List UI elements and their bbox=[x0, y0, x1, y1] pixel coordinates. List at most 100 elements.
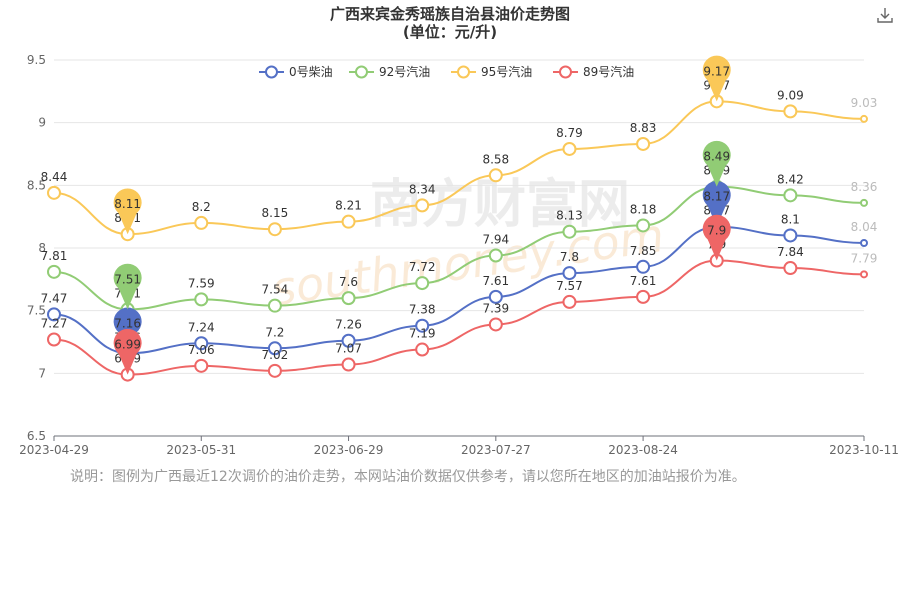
y-tick-label: 8.5 bbox=[27, 178, 46, 192]
data-label: 8.21 bbox=[335, 199, 362, 213]
legend-label: 0号柴油 bbox=[289, 65, 333, 79]
data-label: 8.36 bbox=[851, 180, 878, 194]
data-label: 8.83 bbox=[630, 121, 657, 135]
data-label: 7.84 bbox=[777, 245, 804, 259]
marker-label: 7.16 bbox=[114, 316, 141, 330]
y-tick-label: 9 bbox=[38, 116, 46, 130]
legend-symbol bbox=[265, 65, 278, 79]
legend-item[interactable]: 0号柴油 bbox=[259, 65, 333, 79]
data-label: 8.42 bbox=[777, 172, 804, 186]
chart-subtitle: (单位：元/升) bbox=[403, 23, 497, 41]
data-point[interactable] bbox=[341, 333, 356, 348]
data-label: 7.39 bbox=[482, 301, 509, 315]
data-point[interactable] bbox=[636, 259, 651, 274]
data-label: 8.34 bbox=[409, 182, 436, 196]
data-point[interactable] bbox=[194, 292, 209, 307]
data-point[interactable] bbox=[636, 136, 651, 151]
data-point[interactable] bbox=[783, 188, 798, 203]
data-point[interactable] bbox=[267, 298, 282, 313]
marker-pin bbox=[702, 180, 731, 227]
data-label: 8.44 bbox=[41, 170, 68, 184]
data-point[interactable] bbox=[267, 222, 282, 237]
data-point[interactable] bbox=[267, 363, 282, 378]
data-point[interactable] bbox=[562, 294, 577, 309]
min-max-markers: 7.16 8.17 7.51 8.49 8.11 9.17 6.99 7.9 bbox=[113, 55, 731, 375]
data-label: 7.8 bbox=[560, 250, 579, 264]
data-point[interactable] bbox=[488, 317, 503, 332]
data-label: 8.15 bbox=[262, 206, 289, 220]
data-label: 7.02 bbox=[262, 348, 289, 362]
data-point[interactable] bbox=[194, 215, 209, 230]
marker-label: 9.17 bbox=[703, 64, 730, 78]
data-point[interactable] bbox=[415, 276, 430, 291]
data-point[interactable] bbox=[415, 198, 430, 213]
x-tick-label: 2023-10-11 bbox=[829, 443, 899, 457]
data-label: 7.19 bbox=[409, 327, 436, 341]
marker-pin bbox=[113, 328, 142, 375]
data-label: 7.06 bbox=[188, 343, 215, 357]
data-label: 7.81 bbox=[41, 249, 68, 263]
data-point[interactable] bbox=[488, 289, 503, 304]
data-point[interactable] bbox=[636, 289, 651, 304]
legend-symbol bbox=[355, 65, 368, 79]
data-point[interactable] bbox=[341, 291, 356, 306]
data-point[interactable] bbox=[341, 214, 356, 229]
data-point[interactable] bbox=[783, 228, 798, 243]
legend-symbol bbox=[457, 65, 470, 79]
marker-label: 8.11 bbox=[114, 197, 141, 211]
series-points bbox=[47, 94, 868, 382]
data-point[interactable] bbox=[860, 198, 868, 207]
data-point[interactable] bbox=[860, 238, 868, 247]
data-point[interactable] bbox=[860, 114, 868, 123]
data-point[interactable] bbox=[636, 218, 651, 233]
data-point[interactable] bbox=[415, 342, 430, 357]
x-tick-label: 2023-05-31 bbox=[166, 443, 236, 457]
y-tick-label: 7.5 bbox=[27, 304, 46, 318]
marker-label: 6.99 bbox=[114, 338, 141, 352]
data-point[interactable] bbox=[47, 307, 61, 322]
data-point[interactable] bbox=[341, 357, 356, 372]
data-label: 8.58 bbox=[482, 152, 509, 166]
data-label: 7.79 bbox=[851, 251, 878, 265]
data-point[interactable] bbox=[47, 332, 61, 347]
legend-item[interactable]: 92号汽油 bbox=[349, 64, 430, 79]
download-icon[interactable] bbox=[876, 6, 894, 24]
grid-lines bbox=[54, 59, 864, 437]
data-point[interactable] bbox=[194, 358, 209, 373]
data-label: 8.1 bbox=[781, 212, 800, 226]
data-point[interactable] bbox=[194, 336, 209, 351]
data-label: 8.04 bbox=[851, 220, 878, 234]
data-label: 7.6 bbox=[339, 275, 358, 289]
y-tick-label: 8 bbox=[38, 241, 46, 255]
data-point[interactable] bbox=[47, 264, 61, 279]
chart-note: 说明：图例为广西最近12次调价的油价走势，本网站油价数据仅供参考，请以您所在地区… bbox=[70, 469, 746, 485]
legend[interactable]: 0号柴油 92号汽油 95号汽油 89号汽油 bbox=[259, 64, 634, 79]
data-label: 7.47 bbox=[41, 291, 68, 305]
data-label: 7.72 bbox=[409, 260, 436, 274]
data-label: 7.61 bbox=[630, 274, 657, 288]
data-point[interactable] bbox=[562, 224, 577, 239]
data-label: 7.61 bbox=[482, 274, 509, 288]
legend-item[interactable]: 89号汽油 bbox=[553, 64, 634, 79]
data-point[interactable] bbox=[860, 270, 868, 279]
x-axis: 2023-04-29 2023-05-31 2023-06-29 2023-07-27… bbox=[19, 435, 899, 457]
data-label: 9.03 bbox=[851, 96, 878, 110]
data-point[interactable] bbox=[783, 261, 798, 276]
data-point[interactable] bbox=[783, 104, 798, 119]
data-label: 7.85 bbox=[630, 244, 657, 258]
data-label: 8.2 bbox=[192, 200, 211, 214]
data-label: 9.09 bbox=[777, 88, 804, 102]
y-tick-label: 6.5 bbox=[27, 429, 46, 443]
data-label: 7.59 bbox=[188, 276, 215, 290]
data-point[interactable] bbox=[562, 141, 577, 156]
data-label: 7.26 bbox=[335, 318, 362, 332]
data-label: 8.13 bbox=[556, 209, 583, 223]
data-point[interactable] bbox=[47, 185, 61, 200]
data-point[interactable] bbox=[415, 318, 430, 333]
data-point[interactable] bbox=[267, 341, 282, 356]
legend-item[interactable]: 95号汽油 bbox=[451, 64, 532, 79]
data-point[interactable] bbox=[488, 168, 503, 183]
marker-pin bbox=[113, 188, 142, 235]
data-point[interactable] bbox=[488, 248, 503, 263]
data-point[interactable] bbox=[562, 266, 577, 281]
